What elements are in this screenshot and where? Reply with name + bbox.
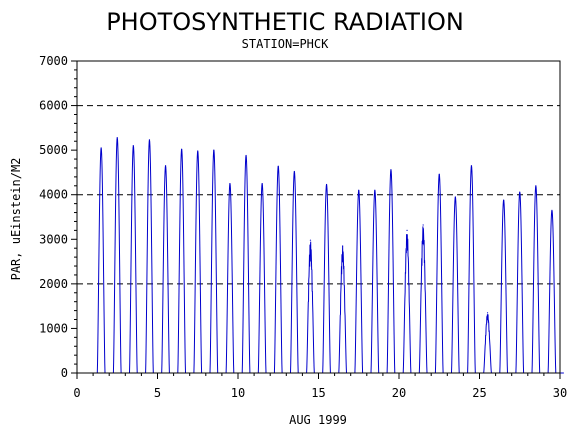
daily-peak-point bbox=[116, 137, 118, 139]
daily-peak-point bbox=[164, 165, 167, 167]
daily-peak-point bbox=[132, 145, 134, 147]
par-series-line bbox=[96, 137, 564, 374]
x-tick-label: 20 bbox=[392, 386, 406, 400]
y-tick-label: 1000 bbox=[39, 321, 68, 335]
x-tick-label: 0 bbox=[73, 386, 80, 400]
x-tick-label: 15 bbox=[311, 386, 325, 400]
y-tick-label: 4000 bbox=[39, 188, 68, 202]
daily-peak-point bbox=[422, 224, 424, 226]
y-tick-label: 2000 bbox=[39, 277, 68, 291]
daily-peak-point bbox=[535, 185, 537, 187]
daily-peak-point bbox=[470, 165, 473, 167]
daily-peak-point bbox=[519, 191, 521, 193]
daily-peak-point bbox=[342, 245, 344, 247]
x-tick-label: 5 bbox=[154, 386, 161, 400]
series-layer bbox=[96, 137, 564, 374]
chart-subtitle: STATION=PHCK bbox=[242, 37, 329, 51]
daily-peak-point bbox=[503, 199, 505, 201]
daily-peak-point bbox=[293, 170, 295, 173]
daily-peak-point bbox=[551, 209, 553, 211]
daily-peak-point bbox=[197, 150, 199, 152]
x-axis: 0 5 10 15 20 25 30 bbox=[73, 373, 567, 400]
y-tick-label: 3000 bbox=[39, 232, 68, 246]
daily-peak-point bbox=[261, 182, 263, 185]
x-tick-label: 10 bbox=[231, 386, 245, 400]
x-tick-label: 25 bbox=[472, 386, 486, 400]
y-tick-label: 7000 bbox=[39, 54, 68, 68]
x-axis-label: AUG 1999 bbox=[289, 413, 347, 427]
daily-peak-point bbox=[374, 189, 376, 191]
daily-peak-point bbox=[325, 183, 328, 186]
y-tick-label: 0 bbox=[61, 366, 68, 380]
y-axis: 0 1000 2000 3000 4000 5000 6000 7000 bbox=[39, 54, 77, 380]
daily-peak-point bbox=[277, 165, 279, 167]
daily-peak-point bbox=[229, 182, 231, 185]
daily-peak-point bbox=[213, 149, 215, 151]
daily-peak-point bbox=[438, 173, 440, 175]
reference-lines bbox=[77, 105, 560, 285]
daily-peak-point bbox=[309, 239, 312, 241]
daily-peak-point bbox=[181, 148, 183, 150]
daily-peak-point bbox=[486, 312, 489, 314]
plot-frame bbox=[76, 60, 561, 374]
daily-peak-point bbox=[358, 189, 360, 191]
y-tick-label: 6000 bbox=[39, 99, 68, 113]
daily-peak-point bbox=[100, 147, 102, 149]
daily-peak-point bbox=[245, 154, 247, 157]
daily-peak-point bbox=[406, 229, 408, 231]
y-tick-label: 5000 bbox=[39, 143, 68, 157]
x-tick-label: 30 bbox=[553, 386, 567, 400]
chart-title: PHOTOSYNTHETIC RADIATION bbox=[106, 8, 464, 36]
daily-peak-point bbox=[454, 196, 456, 198]
daily-peak-point bbox=[148, 139, 151, 141]
y-axis-label: PAR, uEinstein/M2 bbox=[9, 158, 23, 281]
daily-peak-point bbox=[390, 169, 392, 171]
